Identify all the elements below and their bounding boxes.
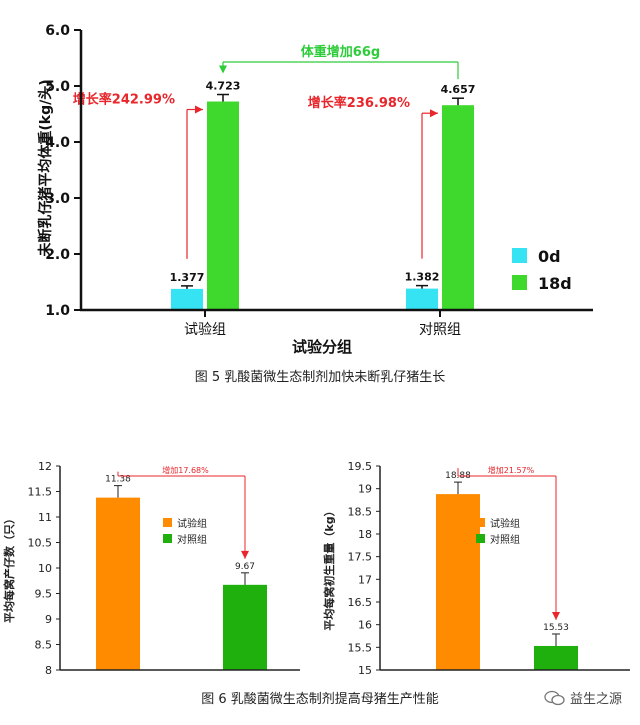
increase-arrow (241, 550, 249, 559)
y-tick-label: 5.0 (45, 79, 70, 95)
chart-weight-gain: 1.0 2.0 3.0 4.0 5.0 6.0 试验组 1.377 4.723 对照组 1.382… (37, 23, 593, 356)
y-tick-label: 3.0 (45, 191, 70, 207)
y-axis-label: 平均每窝产仔数（只） (2, 513, 16, 623)
bar-0d-1 (406, 288, 438, 310)
y-tick-label: 10.5 (28, 537, 53, 550)
y-tick-label: 9 (45, 613, 52, 626)
y-tick-label: 10 (38, 562, 52, 575)
data-label: 1.382 (405, 271, 440, 284)
y-axis-label: 未断乳仔猪平均体重(kg/头) (37, 79, 54, 256)
legend-label-1: 对照组 (490, 533, 520, 546)
legend-swatch-1 (163, 534, 172, 543)
x-tick-label: 试验组 (184, 322, 226, 338)
diff-arrow (219, 65, 227, 74)
growth-rate-label: 增长率236.98% (308, 95, 410, 111)
bar-18d-0 (207, 101, 239, 311)
legend-swatch-0 (476, 518, 485, 527)
y-tick-label: 17.5 (348, 551, 373, 564)
increase-label: 增加17.68% (162, 465, 209, 475)
growth-arrow (195, 105, 203, 114)
y-tick-label: 18 (358, 528, 372, 541)
legend-label-0: 试验组 (490, 517, 520, 530)
y-tick-label: 4.0 (45, 135, 70, 151)
chart-litter-size: 8 8.5 9 9.5 10 10.5 11 11.5 12 11.38 9.67 增加17.68… (2, 460, 300, 677)
increase-label: 增加21.57% (488, 465, 535, 475)
bar-18d-1 (442, 105, 474, 310)
legend-label-0d: 0d (538, 247, 561, 266)
y-tick-label: 1.0 (45, 303, 70, 319)
x-axis-label: 试验分组 (292, 338, 352, 356)
growth-rate-label: 增长率242.99% (73, 92, 175, 108)
y-tick-label: 17 (358, 573, 372, 586)
bar-0 (96, 497, 140, 670)
y-tick-label: 11 (38, 511, 52, 524)
y-tick-label: 8.5 (35, 639, 53, 652)
y-tick-label: 16.5 (348, 596, 373, 609)
y-tick-label: 15 (358, 664, 372, 677)
y-tick-label: 15.5 (348, 641, 373, 654)
y-tick-label: 19 (358, 483, 372, 496)
data-label: 1.377 (170, 271, 205, 284)
y-tick-label: 19.5 (348, 460, 373, 473)
bar-1 (223, 584, 267, 670)
bar-1 (534, 645, 578, 670)
legend-label-18d: 18d (538, 274, 572, 293)
y-tick-label: 12 (38, 460, 52, 473)
legend-label-1: 对照组 (177, 533, 207, 546)
diff-label: 体重增加66g (301, 44, 380, 60)
y-tick-label: 11.5 (28, 486, 53, 499)
figure-6-caption: 图 6 乳酸菌微生态制剂提高母猪生产性能 (201, 692, 439, 707)
bar-0 (436, 494, 480, 670)
y-tick-label: 6.0 (45, 23, 70, 39)
legend-swatch-0 (163, 518, 172, 527)
data-label: 11.38 (105, 475, 131, 485)
data-label: 4.657 (441, 83, 476, 96)
data-label: 15.53 (543, 623, 569, 633)
y-tick-label: 9.5 (35, 588, 53, 601)
growth-arrow (430, 109, 438, 118)
legend-label-0: 试验组 (177, 517, 207, 530)
bar-0d-0 (171, 288, 203, 310)
watermark: 益生之源 (544, 688, 622, 707)
figure-5-caption: 图 5 乳酸菌微生态制剂加快未断乳仔猪生长 (194, 370, 446, 385)
y-tick-label: 18.5 (348, 505, 373, 518)
wechat-icon (544, 690, 565, 705)
data-label: 9.67 (235, 562, 255, 572)
legend-swatch-18d (512, 275, 527, 290)
legend-swatch-0d (512, 248, 527, 263)
y-axis-label: 平均每窝初生重量（kg） (322, 505, 336, 630)
y-tick-label: 16 (358, 619, 372, 632)
x-tick-label: 对照组 (419, 322, 461, 338)
y-tick-label: 8 (45, 664, 52, 677)
increase-arrow (552, 611, 560, 620)
data-label: 4.723 (206, 80, 241, 93)
y-tick-label: 2.0 (45, 247, 70, 263)
watermark-text: 益生之源 (569, 692, 622, 707)
legend-swatch-1 (476, 534, 485, 543)
